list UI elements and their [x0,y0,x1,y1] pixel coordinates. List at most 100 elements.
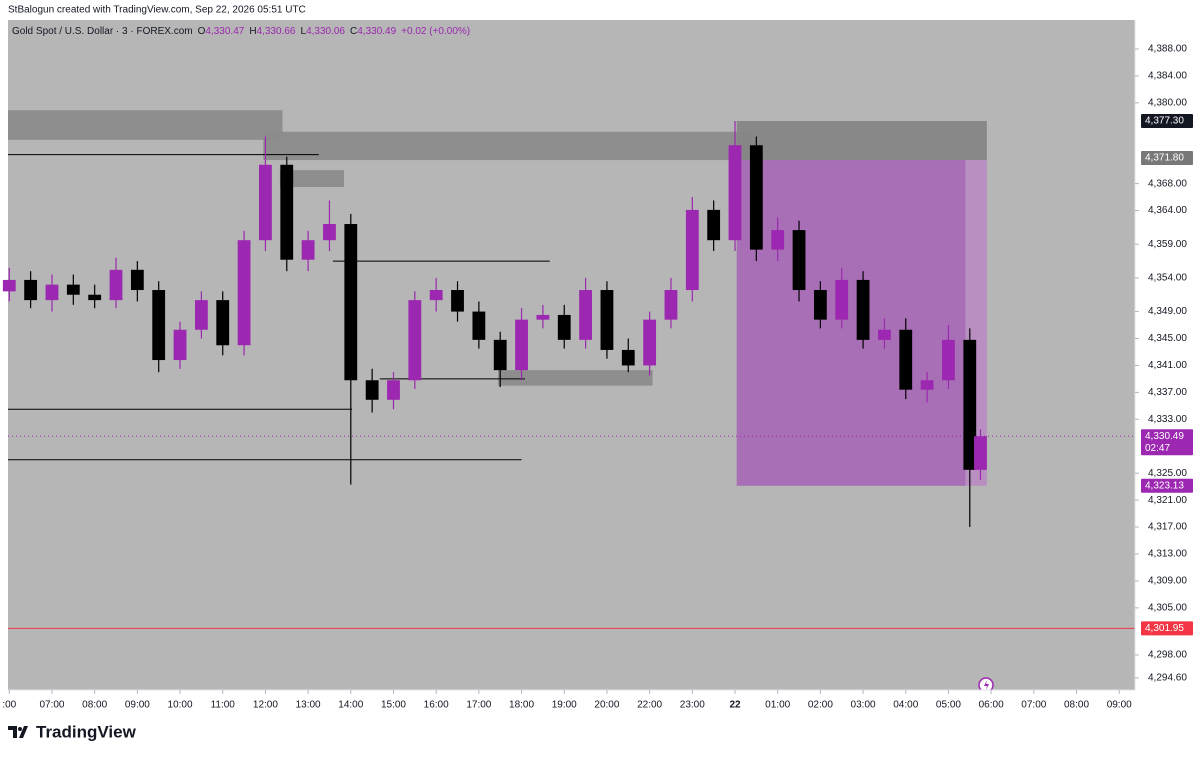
candle-body [899,329,913,390]
candle-body [749,145,763,250]
x-tick-label: 12:00 [253,700,278,711]
ohlc-value: 4,330.06 [306,26,345,37]
symbol-legend: Gold Spot / U.S. Dollar · 3 · FOREX.com O… [12,26,470,37]
candle-body [24,279,38,301]
x-tick-label: :00 [2,700,16,711]
y-tick-label: 4,364.00 [1148,205,1187,216]
y-tick-label: 4,298.00 [1148,650,1187,661]
candle-body [600,290,614,350]
candle-body [451,290,464,312]
candle-body [323,224,336,241]
x-tick-label: 23:00 [680,700,705,711]
alert-bolt [984,680,989,690]
x-tick-label: 09:00 [125,700,150,711]
logo [8,726,28,738]
x-tick-label: 15:00 [381,700,406,711]
y-tick-label: 4,359.00 [1148,239,1187,250]
candle-body [130,269,144,291]
candle-body [365,380,379,400]
zone [736,160,966,486]
x-tick-label: 04:00 [893,700,918,711]
candle-body [942,339,955,381]
candle-body [664,290,678,320]
candle-body [429,290,443,301]
candle-body [408,300,422,381]
price-label-box [1141,478,1193,493]
price-label-box [1141,114,1193,129]
alert-icon [978,677,994,693]
y-tick-label: 4,294.60 [1148,673,1187,684]
y-tick-label: 4,341.00 [1148,360,1187,371]
price-label: 4,377.30 [1145,116,1184,127]
candle-body [707,209,721,241]
candle-body [835,279,849,320]
zone [8,110,283,140]
ohlc-value: 4,330.49 [357,26,396,37]
y-tick-label: 4,321.00 [1148,495,1187,506]
ohlc-key: H [249,26,256,37]
candle-body [152,290,166,361]
candle-body [536,314,550,320]
x-tick-label: 14:00 [338,700,363,711]
ohlc-value: 4,330.66 [257,26,296,37]
candle-body [643,319,657,366]
y-tick-label: 4,354.00 [1148,273,1187,284]
x-tick-label: 13:00 [296,700,321,711]
candle-body [344,224,358,381]
logo-icon [8,726,28,738]
y-tick-label: 4,305.00 [1148,602,1187,613]
x-tick-label: 07:00 [1021,700,1046,711]
y-tick-label: 4,345.00 [1148,333,1187,344]
x-tick-label: 17:00 [466,700,491,711]
change: +0.02 (+0.00%) [401,26,470,37]
candle-body [301,240,315,260]
x-tick-label: 08:00 [82,700,107,711]
x-tick-label: 10:00 [168,700,193,711]
price-label: 4,371.80 [1145,153,1184,164]
x-tick-label: 08:00 [1064,700,1089,711]
candle-body [771,230,785,250]
candle-body [621,349,635,366]
candle-body [2,279,16,292]
candle-body [878,329,891,340]
ohlc-value: 4,330.47 [205,26,244,37]
candle-body [728,145,742,241]
x-tick-label: 16:00 [424,700,449,711]
candle-body [963,339,977,470]
candle-body [685,209,699,291]
candle-body [237,240,251,346]
candle-body [194,300,208,330]
candle-body [109,269,123,301]
candle-body [579,290,592,340]
symbol: Gold Spot / U.S. Dollar · 3 · FOREX.com [12,26,193,37]
price-label: 4,323.13 [1145,480,1184,491]
candle-body [66,284,80,295]
zone [279,170,344,187]
price-label-box [1141,621,1193,636]
price-label-box [1141,151,1193,166]
candle-body [173,329,187,361]
logo-dot [18,727,22,731]
countdown: 02:47 [1145,443,1170,454]
price-label: 4,301.95 [1145,623,1184,634]
y-tick-label: 4,388.00 [1148,44,1187,55]
candle-body [472,311,486,340]
x-tick-label: 22:00 [637,700,662,711]
price-label: 4,330.49 [1145,431,1184,442]
y-tick-label: 4,313.00 [1148,549,1187,560]
candle-body [88,294,102,301]
candle-body [216,300,230,346]
candle-body [387,380,400,400]
candle-body [856,279,870,340]
x-tick-label: 01:00 [765,700,790,711]
candle-body [259,164,272,241]
y-tick-label: 4,384.00 [1148,71,1187,82]
x-tick-label: 19:00 [552,700,577,711]
brand: TradingView [36,722,137,741]
zone [736,121,987,161]
candle-body [792,230,806,291]
x-tick-label: 06:00 [979,700,1004,711]
candle-body [813,290,827,320]
x-tick-label: 11:00 [211,700,236,711]
